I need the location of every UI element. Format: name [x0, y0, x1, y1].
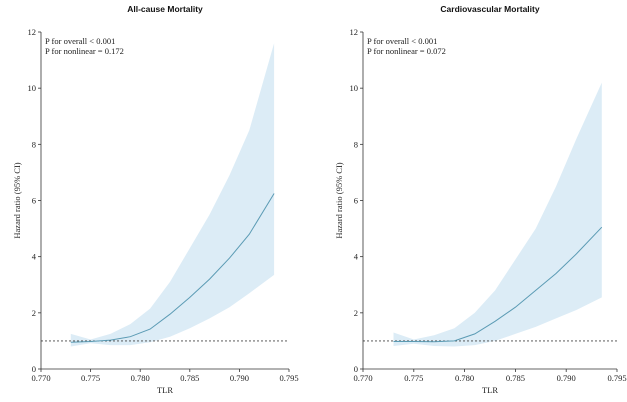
- x-tick-label: 0.780: [131, 373, 150, 383]
- y-tick-label: 10: [28, 83, 37, 93]
- x-tick-label: 0.795: [279, 373, 298, 383]
- y-tick-label: 2: [32, 308, 36, 318]
- chart-title: Cardiovascular Mortality: [440, 4, 539, 14]
- p-value-annotation: P for overall < 0.001: [367, 36, 437, 46]
- chart-title: All-cause Mortality: [127, 4, 203, 14]
- x-tick-label: 0.770: [353, 373, 372, 383]
- y-axis-label: Hazard ratio (95% CI): [12, 162, 22, 238]
- y-tick-label: 8: [354, 139, 358, 149]
- y-tick-label: 10: [350, 83, 359, 93]
- y-tick-label: 8: [32, 139, 36, 149]
- p-value-annotation: P for nonlinear = 0.172: [45, 46, 124, 56]
- p-value-annotation: P for nonlinear = 0.072: [367, 46, 446, 56]
- y-tick-label: 12: [350, 27, 359, 37]
- x-tick-label: 0.790: [557, 373, 576, 383]
- x-tick-label: 0.785: [506, 373, 525, 383]
- y-axis-label: Hazard ratio (95% CI): [334, 162, 344, 238]
- y-tick-label: 4: [354, 252, 359, 262]
- y-tick-label: 12: [28, 27, 37, 37]
- confidence-band: [393, 82, 602, 347]
- x-axis-label: TLR: [157, 385, 173, 395]
- x-tick-label: 0.780: [455, 373, 474, 383]
- confidence-band: [70, 43, 275, 347]
- x-tick-label: 0.775: [81, 373, 100, 383]
- y-tick-label: 4: [32, 252, 37, 262]
- y-tick-label: 2: [354, 308, 358, 318]
- x-tick-label: 0.795: [607, 373, 626, 383]
- chart-panel-2: Cardiovascular Mortality 0 2 4 6 8 10 12 0.770 0.…: [334, 4, 627, 395]
- y-tick-label: 0: [354, 364, 358, 374]
- y-tick-label: 6: [32, 196, 36, 206]
- p-value-annotation: P for overall < 0.001: [45, 36, 115, 46]
- chart-panel-1: All-cause Mortality 0 2 4 6 8 10 12 0.770 0.775 0.…: [12, 4, 299, 395]
- x-axis-label: TLR: [482, 385, 498, 395]
- x-tick-label: 0.775: [404, 373, 423, 383]
- hazard-ratio-line: [70, 193, 275, 343]
- x-tick-label: 0.770: [31, 373, 50, 383]
- x-tick-label: 0.785: [180, 373, 199, 383]
- x-tick-label: 0.790: [230, 373, 249, 383]
- y-tick-label: 0: [32, 364, 36, 374]
- hazard-ratio-line: [393, 226, 603, 343]
- y-tick-label: 6: [354, 196, 358, 206]
